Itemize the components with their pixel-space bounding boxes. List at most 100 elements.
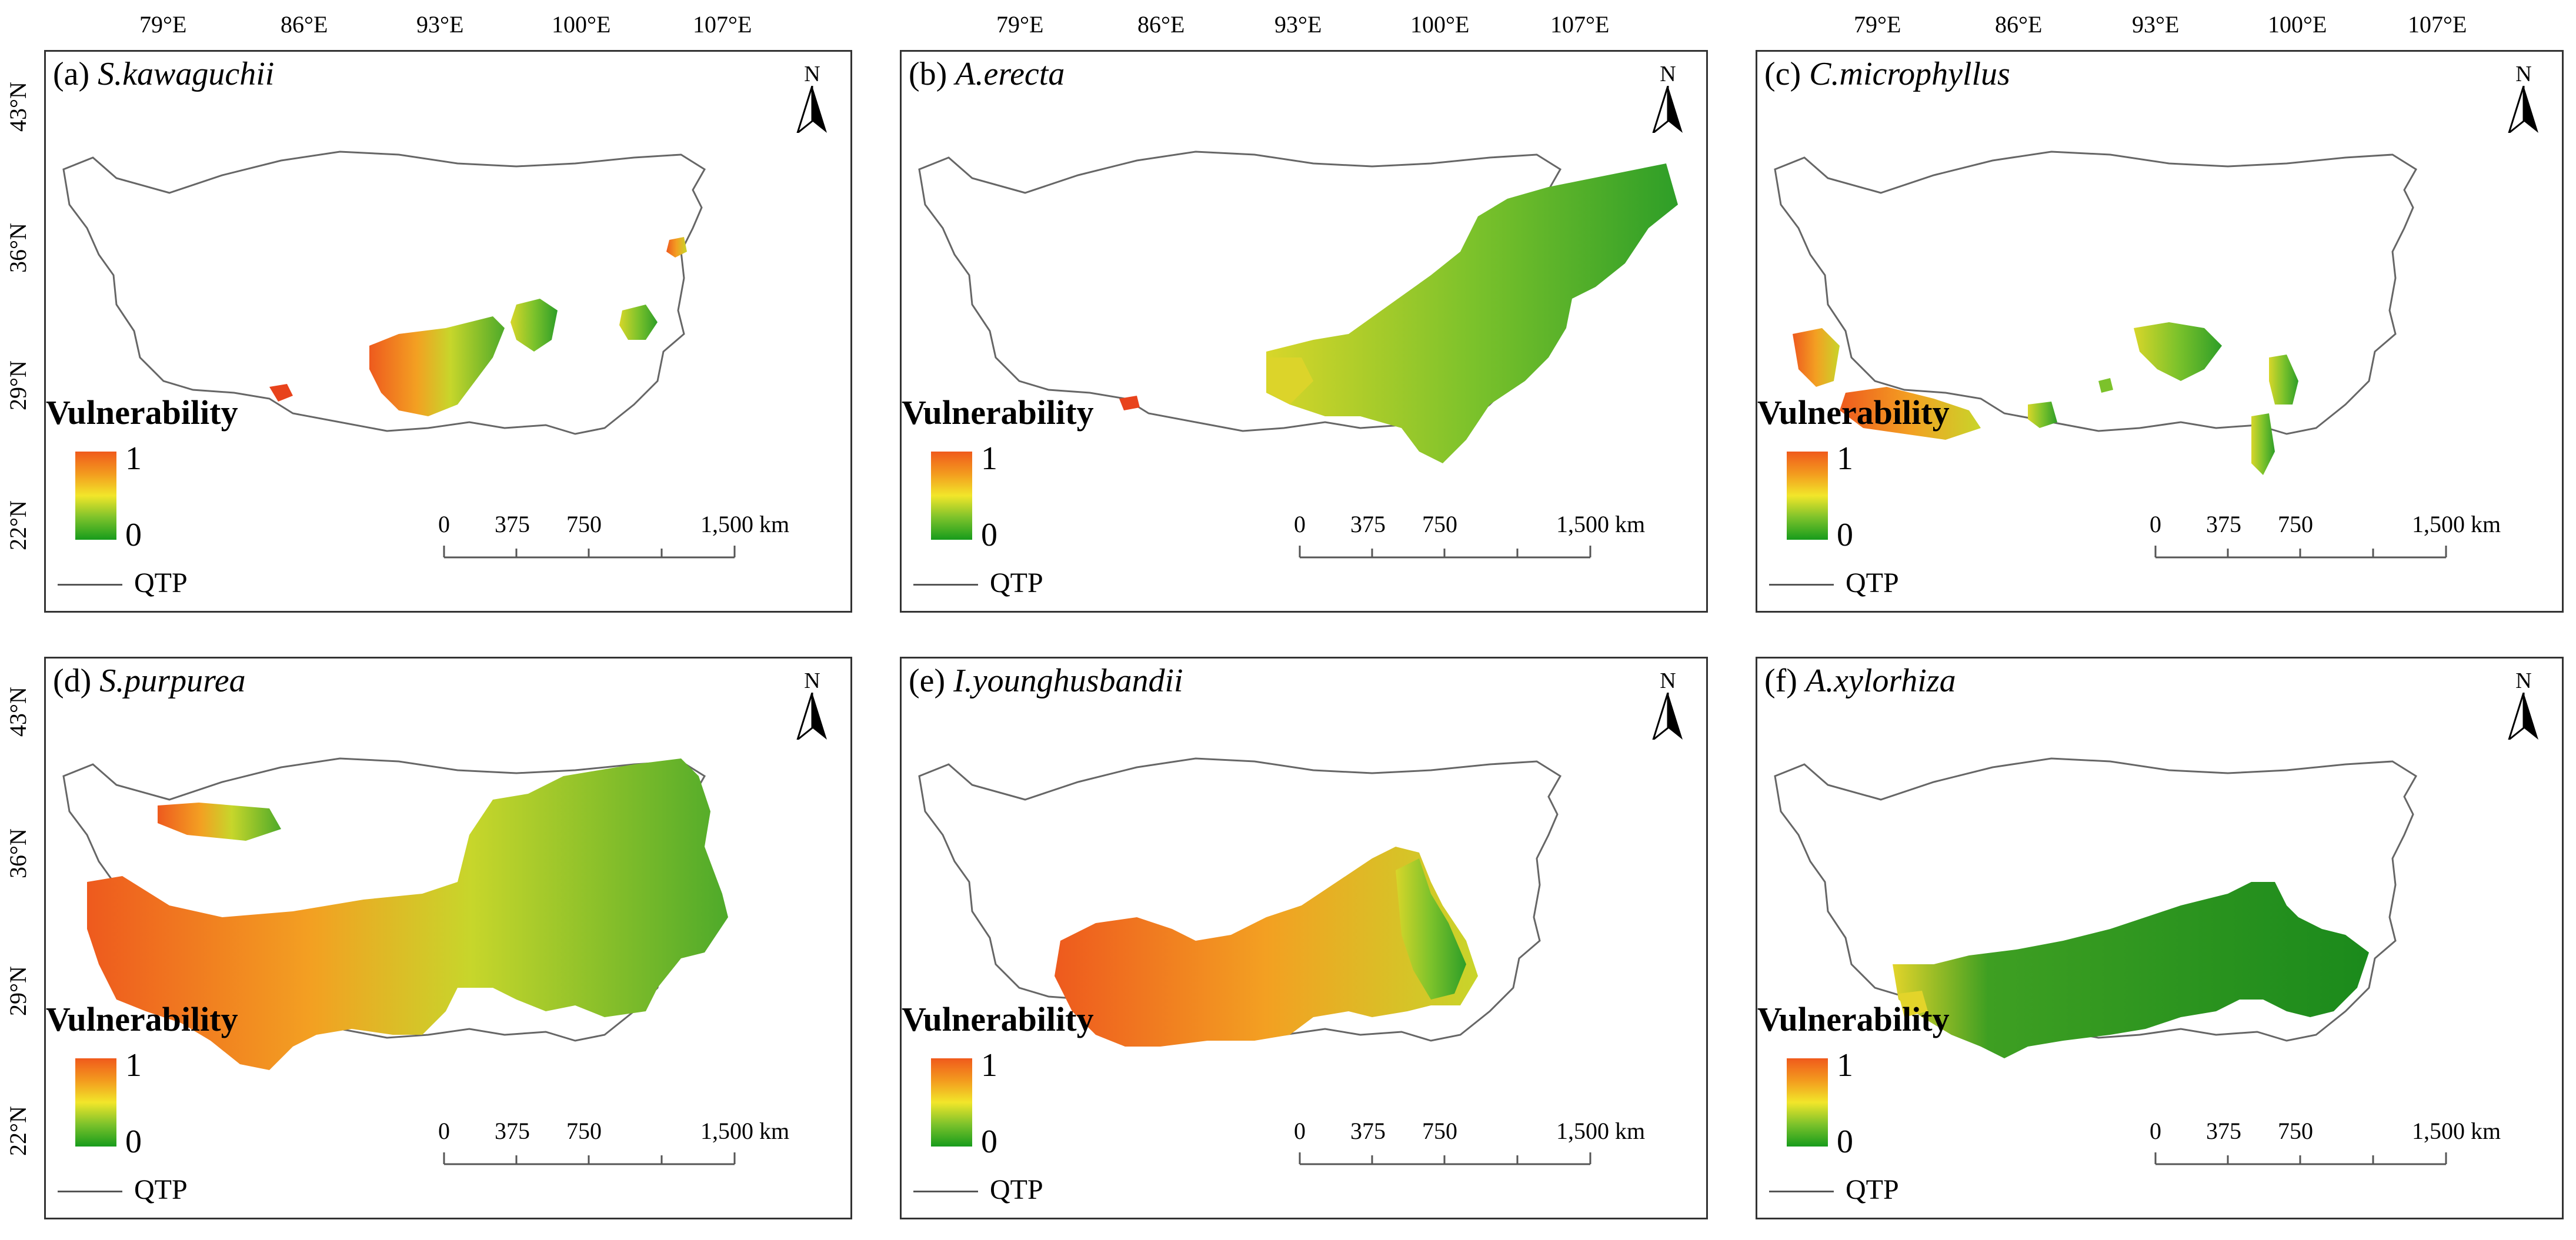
lat-label: 36°N xyxy=(4,828,31,878)
scale-tick: 750 xyxy=(566,1118,602,1144)
lon-label: 107°E xyxy=(1550,11,1610,38)
qtp-outline xyxy=(1774,757,2418,1042)
scale-tick: 375 xyxy=(2206,1118,2241,1144)
lat-label: 43°N xyxy=(4,687,31,737)
habitat-region xyxy=(2269,355,2298,405)
scale-bar: 0 375 750 1,500 km xyxy=(438,1117,789,1170)
panel-title: (c) C.microphyllus xyxy=(1764,56,2010,92)
scale-bar-graphic xyxy=(443,1152,736,1165)
panel-title: (e) I.younghusbandii xyxy=(909,663,1183,699)
legend-title: Vulnerability xyxy=(1757,1000,1950,1038)
scale-tick: 750 xyxy=(566,511,602,537)
ramp-max: 1 xyxy=(125,440,142,477)
map-canvas xyxy=(1774,757,2418,1058)
north-arrow-icon xyxy=(796,85,827,136)
lat-label: 22°N xyxy=(4,1106,31,1156)
scale-tick: 750 xyxy=(1422,1118,1457,1144)
panel-title: (b) A.erecta xyxy=(909,56,1065,92)
ramp-min: 0 xyxy=(981,517,997,553)
qtp-legend-line xyxy=(58,584,122,586)
north-arrow-icon xyxy=(1651,85,1683,136)
qtp-legend-label: QTP xyxy=(134,567,188,599)
map-canvas xyxy=(918,757,1562,1047)
scale-bar-graphic xyxy=(2154,1152,2447,1165)
habitat-region xyxy=(369,316,505,416)
qtp-legend-label: QTP xyxy=(990,567,1043,599)
scale-tick: 375 xyxy=(1350,1118,1386,1144)
ramp-min: 0 xyxy=(125,1124,142,1160)
scale-tick: 750 xyxy=(2278,511,2313,537)
habitat-region xyxy=(1840,387,1981,440)
scale-tick: 750 xyxy=(1422,511,1457,537)
lon-label: 79°E xyxy=(996,11,1044,38)
north-arrow: N xyxy=(792,669,833,743)
qtp-outline xyxy=(62,151,706,435)
habitat-region xyxy=(619,305,658,340)
habitat-region xyxy=(2134,322,2222,381)
map-panel-e: (e) I.younghusbandii N Vulnerability 1 0… xyxy=(900,657,1708,1219)
scale-tick: 1,500 km xyxy=(2412,1118,2501,1144)
lon-label: 100°E xyxy=(1410,11,1470,38)
ramp-max: 1 xyxy=(981,1047,997,1084)
qtp-legend-label: QTP xyxy=(1846,567,1899,599)
scale-bar-graphic xyxy=(1299,546,1591,559)
legend-title: Vulnerability xyxy=(902,393,1094,432)
habitat-region xyxy=(666,237,687,258)
scale-bar: 0 375 750 1,500 km xyxy=(2150,1117,2501,1170)
panel-title: (d) S.purpurea xyxy=(53,663,246,699)
ramp-max: 1 xyxy=(1837,1047,1853,1084)
map-panel-f: (f) A.xylorhiza N Vulnerability 1 0 QTP … xyxy=(1756,657,2564,1219)
scale-tick: 375 xyxy=(495,511,530,537)
ramp-min: 0 xyxy=(125,517,142,553)
habitat-region xyxy=(1119,396,1140,410)
legend-title: Vulnerability xyxy=(902,1000,1094,1038)
scale-bar: 0 375 750 1,500 km xyxy=(2150,510,2501,563)
north-arrow-icon xyxy=(1651,692,1683,743)
lat-label: 29°N xyxy=(4,360,31,410)
qtp-legend-line xyxy=(1769,1191,1834,1192)
map-canvas xyxy=(62,151,706,435)
ramp-max: 1 xyxy=(981,440,997,477)
map-panel-a: (a) S.kawaguchii N Vulnerability 1 0 QTP… xyxy=(44,50,852,613)
scale-tick: 375 xyxy=(2206,511,2241,537)
map-canvas xyxy=(1774,151,2418,475)
north-arrow-icon xyxy=(2507,85,2538,136)
scale-tick: 0 xyxy=(1294,1118,1306,1144)
legend-title: Vulnerability xyxy=(1757,393,1950,432)
habitat-region xyxy=(1898,991,1928,1017)
habitat-region xyxy=(87,758,728,1070)
vulnerability-color-ramp xyxy=(931,452,972,540)
habitat-region xyxy=(1266,357,1313,405)
scale-bar-graphic xyxy=(1299,1152,1591,1165)
habitat-region xyxy=(1793,328,1840,387)
habitat-region xyxy=(158,803,281,841)
map-canvas xyxy=(918,151,1678,463)
scale-tick: 1,500 km xyxy=(1556,1118,1646,1144)
vulnerability-color-ramp xyxy=(931,1058,972,1147)
ramp-max: 1 xyxy=(1837,440,1853,477)
scale-tick: 0 xyxy=(438,511,450,537)
scale-tick: 1,500 km xyxy=(1556,511,1646,537)
lon-label: 79°E xyxy=(1854,11,1901,38)
map-canvas xyxy=(62,757,728,1070)
qtp-legend-line xyxy=(58,1191,122,1192)
lat-label: 43°N xyxy=(4,82,31,132)
scale-tick: 750 xyxy=(2278,1118,2313,1144)
lon-label: 100°E xyxy=(552,11,611,38)
qtp-outline xyxy=(1774,151,2418,435)
lon-label: 86°E xyxy=(281,11,328,38)
scale-tick: 0 xyxy=(1294,511,1306,537)
scale-bar-graphic xyxy=(2154,546,2447,559)
vulnerability-color-ramp xyxy=(1787,1058,1828,1147)
habitat-region xyxy=(2098,378,2113,393)
ramp-min: 0 xyxy=(981,1124,997,1160)
scale-bar: 0 375 750 1,500 km xyxy=(1294,510,1645,563)
legend-title: Vulnerability xyxy=(46,393,238,432)
lon-label: 93°E xyxy=(416,11,464,38)
lon-label: 86°E xyxy=(1137,11,1185,38)
scale-tick: 0 xyxy=(438,1118,450,1144)
ramp-max: 1 xyxy=(125,1047,142,1084)
habitat-region xyxy=(1893,882,2369,1058)
qtp-legend-label: QTP xyxy=(1846,1174,1899,1205)
qtp-legend-label: QTP xyxy=(134,1174,188,1205)
